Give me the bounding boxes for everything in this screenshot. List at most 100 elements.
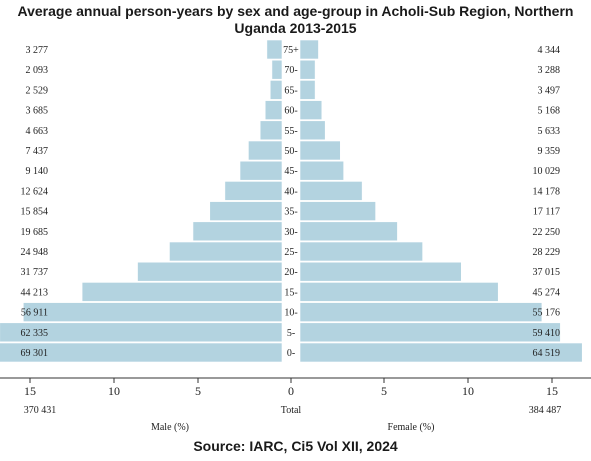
bar-right-45-	[299, 160, 344, 181]
age-group-label: 75+	[283, 45, 299, 56]
right-count-label: 55 176	[533, 308, 561, 319]
labels-group: 75+ 3 277 4 344 70- 2 093 3 288 65- 2 529 3 497 6…	[21, 45, 561, 359]
left-count-label: 2 529	[26, 85, 49, 96]
bar-right-55-	[299, 120, 326, 141]
chart-title-line-2: Uganda 2013-2015	[234, 20, 357, 36]
bar-left-10-	[22, 302, 283, 322]
right-count-label: 64 519	[533, 348, 561, 359]
right-count-label: 3 288	[538, 65, 561, 76]
chart-title: Average annual person-years by sex and a…	[0, 3, 591, 37]
source-note: Source: IARC, Ci5 Vol XII, 2024	[193, 438, 398, 454]
bar-left-35-	[209, 201, 283, 221]
bar-left-45-	[239, 160, 283, 181]
left-count-label: 3 685	[26, 106, 49, 117]
bar-right-20-	[299, 261, 462, 282]
right-count-label: 14 178	[533, 186, 561, 197]
total-label: Total	[281, 405, 302, 416]
age-group-label: 65-	[284, 85, 297, 96]
x-tick-label: 10	[108, 384, 120, 398]
x-tick-label: 15	[24, 384, 36, 398]
bar-left-55-	[259, 120, 283, 141]
x-tick-label: 5	[195, 384, 201, 398]
male-total-value: 370 431	[24, 405, 57, 416]
age-group-label: 55-	[284, 126, 297, 137]
age-group-label: 60-	[284, 106, 297, 117]
bar-left-50-	[248, 140, 283, 161]
left-count-label: 69 301	[21, 348, 49, 359]
left-count-label: 7 437	[26, 146, 49, 157]
bar-left-60-	[264, 100, 283, 120]
bar-right-75+	[299, 39, 319, 60]
left-count-label: 15 854	[21, 207, 49, 218]
age-group-label: 20-	[284, 267, 297, 278]
right-count-label: 37 015	[533, 267, 561, 278]
right-count-label: 10 029	[533, 166, 561, 177]
age-group-label: 0-	[287, 348, 295, 359]
bar-left-25-	[169, 241, 283, 262]
age-group-label: 15-	[284, 287, 297, 298]
left-count-label: 24 948	[21, 247, 49, 258]
right-count-label: 59 410	[533, 328, 561, 339]
x-tick-label: 10	[462, 384, 474, 398]
bars-group	[0, 39, 583, 363]
bar-right-30-	[299, 221, 398, 242]
left-count-label: 44 213	[21, 287, 49, 298]
bar-left-15-	[81, 282, 283, 302]
bar-right-15-	[299, 282, 499, 302]
right-count-label: 5 168	[538, 106, 561, 117]
right-count-label: 28 229	[533, 247, 561, 258]
right-count-label: 5 633	[538, 126, 561, 137]
left-count-label: 2 093	[26, 65, 49, 76]
right-count-label: 9 359	[538, 146, 561, 157]
right-count-label: 4 344	[538, 45, 561, 56]
right-count-label: 17 117	[533, 207, 560, 218]
left-count-label: 3 277	[26, 45, 49, 56]
bar-left-0-	[0, 342, 283, 363]
bar-right-25-	[299, 241, 423, 262]
age-group-label: 50-	[284, 146, 297, 157]
x-tick-label: 0	[288, 384, 294, 398]
age-group-label: 25-	[284, 247, 297, 258]
chart-title-line-1: Average annual person-years by sex and a…	[17, 3, 574, 19]
age-group-label: 45-	[284, 166, 297, 177]
bar-right-10-	[299, 302, 543, 322]
x-tick-label: 15	[546, 384, 558, 398]
age-group-label: 5-	[287, 328, 295, 339]
bar-right-35-	[299, 201, 376, 221]
left-count-label: 31 737	[21, 267, 49, 278]
bar-right-0-	[299, 342, 583, 363]
age-group-label: 10-	[284, 308, 297, 319]
bar-right-60-	[299, 100, 323, 120]
left-count-label: 12 624	[21, 186, 49, 197]
bar-right-70-	[299, 59, 316, 80]
right-count-label: 45 274	[533, 287, 561, 298]
left-count-label: 19 685	[21, 227, 49, 238]
left-count-label: 9 140	[26, 166, 49, 177]
bar-left-75+	[266, 39, 283, 60]
bar-right-50-	[299, 140, 341, 161]
left-count-label: 56 911	[21, 308, 48, 319]
x-tick-label: 5	[381, 384, 387, 398]
bar-right-65-	[299, 80, 316, 100]
bar-right-5-	[299, 322, 561, 343]
bar-right-40-	[299, 181, 363, 201]
age-group-label: 35-	[284, 207, 297, 218]
bar-left-30-	[192, 221, 283, 242]
female-total-value: 384 487	[529, 405, 562, 416]
bar-left-20-	[137, 261, 283, 282]
age-group-label: 40-	[284, 186, 297, 197]
x-axis: 15 10 5 0 5 10 15	[0, 377, 591, 398]
bar-left-40-	[224, 181, 283, 201]
left-count-label: 4 663	[26, 126, 49, 137]
bar-left-65-	[269, 80, 283, 100]
left-count-label: 62 335	[21, 328, 49, 339]
bar-left-5-	[0, 322, 283, 343]
male-axis-label: Male (%)	[151, 422, 189, 433]
right-count-label: 22 250	[533, 227, 561, 238]
right-count-label: 3 497	[538, 85, 561, 96]
age-group-label: 70-	[284, 65, 297, 76]
age-group-label: 30-	[284, 227, 297, 238]
female-axis-label: Female (%)	[388, 422, 435, 433]
bar-left-70-	[271, 59, 283, 80]
